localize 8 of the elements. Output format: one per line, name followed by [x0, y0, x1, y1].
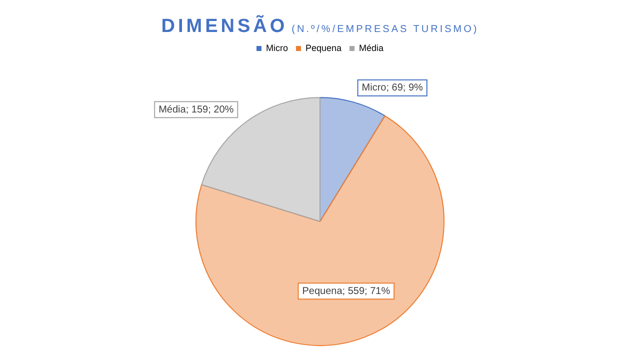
data-label: Micro; 69; 9%: [362, 82, 424, 94]
data-label: Pequena; 559; 71%: [302, 286, 390, 297]
legend-label: Micro: [266, 42, 288, 53]
data-label: Média; 159; 20%: [158, 104, 234, 116]
chart-subtitle: (N.º/%/EMPRESAS TURISMO): [292, 24, 479, 35]
legend-label: Média: [359, 42, 384, 53]
chart-title: DIMENSÃO: [161, 16, 288, 37]
legend-label: Pequena: [305, 42, 342, 53]
